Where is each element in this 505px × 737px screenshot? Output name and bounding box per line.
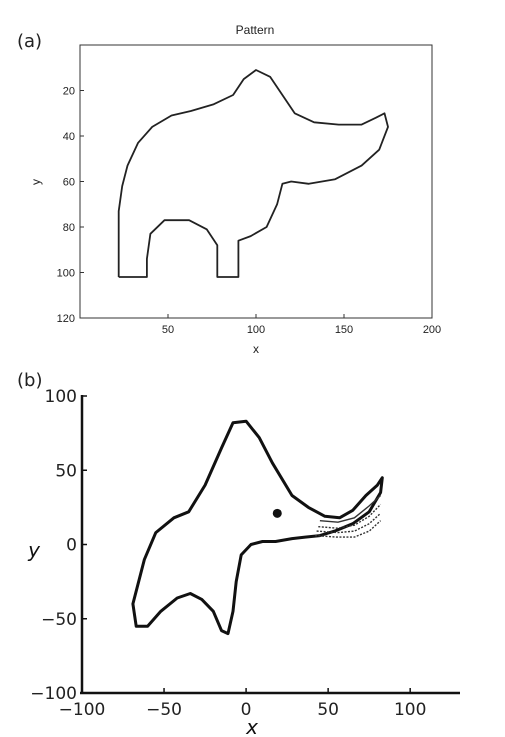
panel-a-label: (a) bbox=[17, 31, 42, 52]
chart-b-x-ticks: −100 −50 0 50 100 bbox=[59, 688, 426, 720]
chart-a-x-tick-label: 150 bbox=[335, 324, 353, 336]
chart-a-x-tick-label: 50 bbox=[162, 324, 174, 336]
chart-a-x-tick-label: 200 bbox=[423, 324, 441, 336]
chart-b-trunk-trace bbox=[316, 512, 382, 534]
chart-b-xlabel: x bbox=[245, 715, 258, 737]
chart-b-y-tick-label: 0 bbox=[66, 536, 77, 556]
chart-b-ylabel: y bbox=[27, 538, 41, 562]
chart-b-x-tick-label: 100 bbox=[394, 700, 426, 720]
panel-b: (b) −100 −50 0 50 100 −100 −50 0 50 100 x y bbox=[17, 370, 460, 737]
chart-a-y-tick-label: 60 bbox=[63, 177, 75, 189]
chart-a-y-ticks: 20 40 60 80 100 120 bbox=[57, 86, 84, 325]
chart-b-x-tick-label: 0 bbox=[241, 700, 252, 720]
chart-a-y-tick-label: 80 bbox=[63, 222, 75, 234]
chart-a-y-tick-label: 100 bbox=[57, 268, 75, 280]
chart-b-y-tick-label: 50 bbox=[55, 461, 77, 481]
chart-b-y-tick-label: −50 bbox=[41, 610, 77, 630]
chart-b-series bbox=[131, 419, 384, 636]
chart-a-xlabel: x bbox=[253, 342, 259, 356]
chart-b-x-tick-label: −50 bbox=[146, 700, 182, 720]
chart-a-y-tick-label: 40 bbox=[63, 131, 75, 143]
chart-a-y-tick-label: 120 bbox=[57, 313, 75, 325]
panel-b-label: (b) bbox=[17, 370, 42, 391]
chart-b-y-tick-label: −100 bbox=[30, 684, 77, 704]
panel-a: (a) Pattern 50 100 150 200 20 40 60 80 100 120 x… bbox=[17, 23, 441, 356]
chart-b-x-tick-label: 50 bbox=[317, 700, 339, 720]
chart-a-x-ticks: 50 100 150 200 bbox=[162, 314, 441, 336]
chart-a-y-tick-label: 20 bbox=[63, 86, 75, 98]
chart-b-eye-marker bbox=[272, 508, 282, 518]
chart-a-x-tick-label: 100 bbox=[247, 324, 265, 336]
chart-a-ylabel: y bbox=[29, 179, 43, 185]
chart-b-y-tick-label: 100 bbox=[45, 387, 77, 407]
chart-b-trunk-trace bbox=[314, 520, 382, 538]
chart-b-trunk-trace bbox=[318, 503, 382, 529]
chart-b-elephant-curve bbox=[131, 419, 384, 636]
chart-a-series bbox=[117, 69, 389, 278]
chart-b-y-ticks: −100 −50 0 50 100 bbox=[30, 387, 87, 704]
chart-a-elephant-outline bbox=[117, 69, 389, 278]
chart-a-title: Pattern bbox=[236, 23, 275, 37]
chart-b-x-tick-label: −100 bbox=[59, 700, 106, 720]
chart-b-trunk-trace bbox=[319, 494, 382, 523]
